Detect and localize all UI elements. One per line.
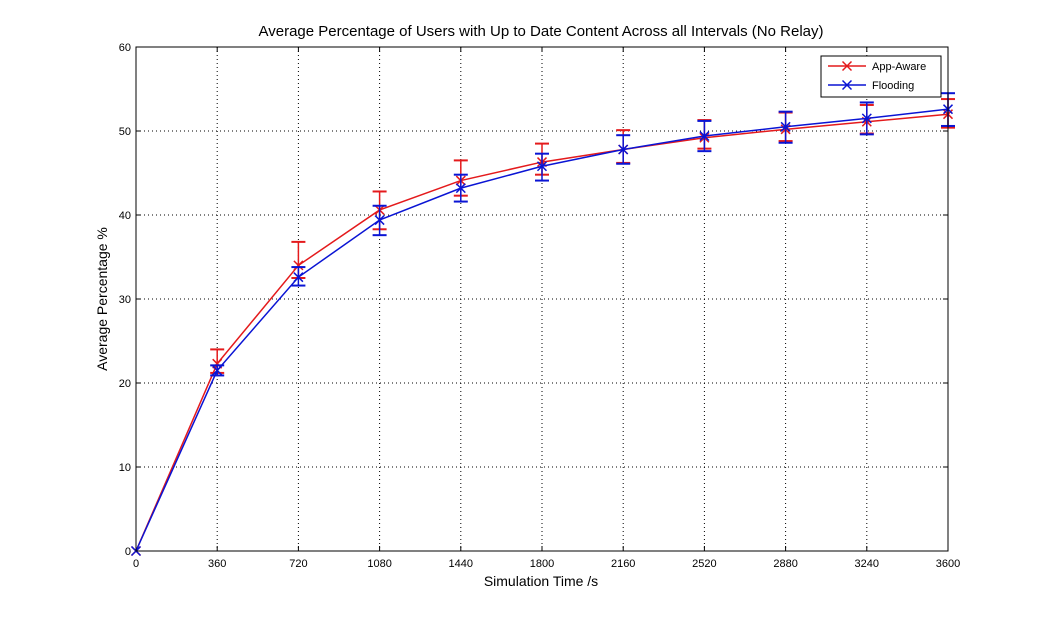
y-tick-label: 60	[119, 42, 131, 54]
chart-title: Average Percentage of Users with Up to D…	[259, 23, 824, 40]
data-point	[293, 260, 304, 271]
legend: App-Aware Flooding	[820, 55, 942, 98]
data-point	[780, 121, 791, 132]
x-tick-label: 3240	[855, 558, 879, 570]
ticks: 0 360 720 1080 1440 1800 2160 2520 2880 3240 3600 0…	[119, 42, 960, 570]
y-tick-label: 0	[125, 546, 131, 558]
x-axis-label: Simulation Time /s	[484, 573, 598, 589]
marker-stroke	[618, 144, 629, 155]
marker-stroke	[455, 183, 466, 194]
marker-stroke	[212, 365, 223, 376]
x-tick-label: 2160	[611, 558, 635, 570]
marker-stroke	[293, 260, 304, 271]
data-point	[699, 131, 710, 142]
data-point	[455, 183, 466, 194]
y-tick-label: 30	[119, 294, 131, 306]
x-tick-label: 1440	[449, 558, 473, 570]
data-point	[293, 272, 304, 283]
y-tick-label: 20	[119, 378, 131, 390]
legend-marker	[841, 60, 853, 72]
legend-label: App-Aware	[872, 61, 926, 73]
x-tick-label: 2520	[692, 558, 716, 570]
marker-stroke	[780, 121, 791, 132]
marker-stroke	[293, 272, 304, 283]
y-axis-label: Average Percentage %	[94, 227, 110, 371]
y-tick-label: 10	[119, 462, 131, 474]
x-tick-label: 1080	[367, 558, 391, 570]
y-tick-label: 40	[119, 210, 131, 222]
legend-marker	[841, 79, 853, 91]
data-point	[861, 113, 872, 124]
x-tick-label: 720	[289, 558, 307, 570]
marker-stroke	[861, 113, 872, 124]
x-tick-label: 0	[133, 558, 139, 570]
y-tick-label: 50	[119, 126, 131, 138]
marker-stroke	[536, 161, 548, 172]
legend-label: Flooding	[872, 80, 914, 92]
x-tick-label: 3600	[936, 558, 960, 570]
data-point	[536, 161, 548, 172]
legend-item-app-aware: App-Aware	[828, 60, 926, 73]
data-point	[618, 144, 629, 155]
data-point	[374, 215, 385, 226]
data-point	[212, 365, 223, 376]
x-tick-label: 360	[208, 558, 226, 570]
x-tick-label: 2880	[773, 558, 797, 570]
legend-item-flooding: Flooding	[828, 79, 914, 92]
marker-stroke	[374, 215, 385, 226]
marker-stroke	[699, 131, 710, 142]
legend-box	[820, 55, 942, 98]
x-tick-label: 1800	[530, 558, 554, 570]
